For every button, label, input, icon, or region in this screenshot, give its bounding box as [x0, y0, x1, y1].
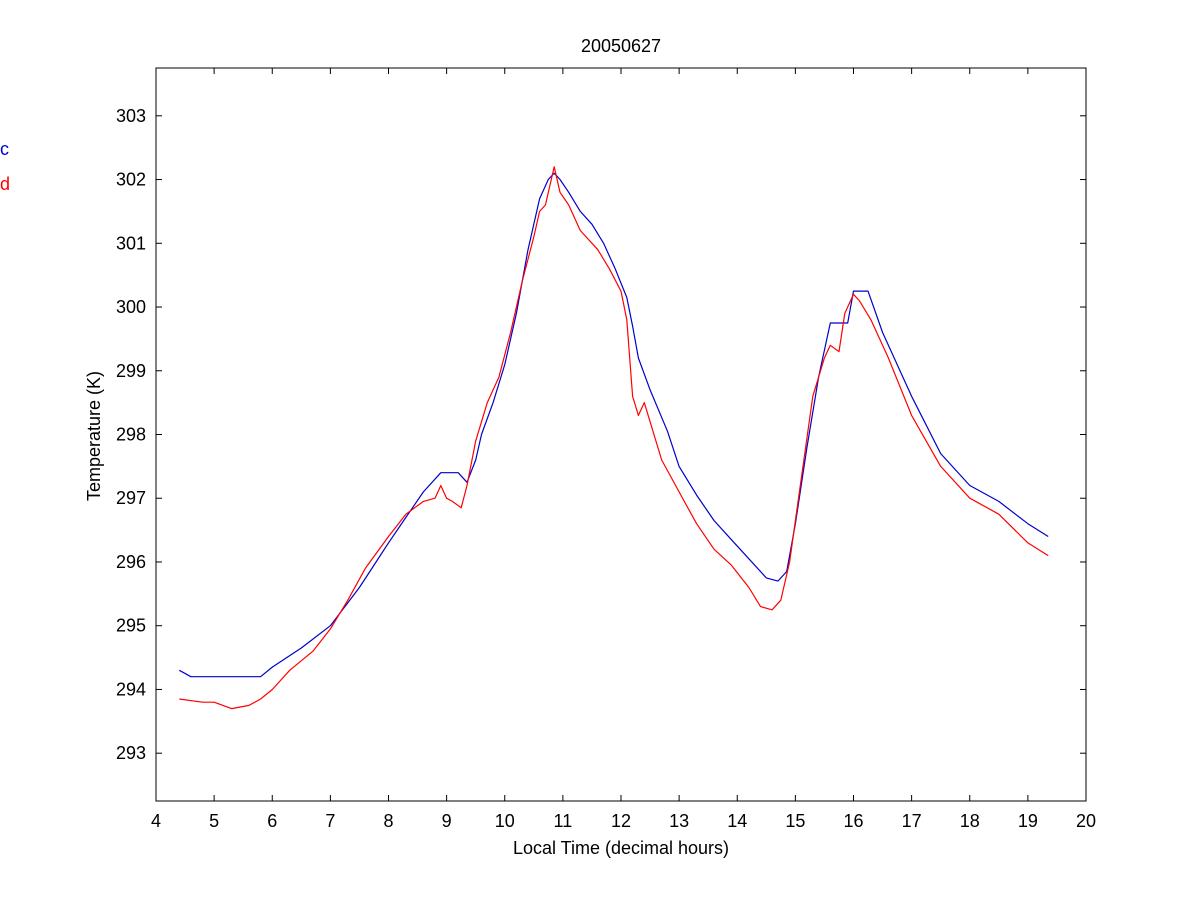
y-tick-label: 297 — [116, 488, 146, 508]
x-tick-label: 17 — [902, 811, 922, 831]
x-axis-label: Local Time (decimal hours) — [513, 838, 729, 858]
x-tick-label: 20 — [1076, 811, 1096, 831]
x-tick-label: 7 — [325, 811, 335, 831]
x-tick-label: 14 — [727, 811, 747, 831]
chart-title: 20050627 — [581, 36, 661, 56]
series-line-c — [179, 172, 1049, 678]
y-tick-label: 298 — [116, 425, 146, 445]
y-tick-label: 302 — [116, 170, 146, 190]
x-tick-label: 5 — [209, 811, 219, 831]
x-tick-label: 13 — [669, 811, 689, 831]
y-tick-label: 300 — [116, 297, 146, 317]
plot-area-frame — [155, 67, 1087, 802]
x-tick-label: 4 — [151, 811, 161, 831]
y-tick-label: 294 — [116, 679, 146, 699]
x-tick-label: 6 — [267, 811, 277, 831]
axis-ticks — [155, 68, 1087, 801]
x-tick-label: 19 — [1018, 811, 1038, 831]
legend-entry-d: d — [0, 175, 10, 193]
x-tick-label: 12 — [611, 811, 631, 831]
y-tick-label: 299 — [116, 361, 146, 381]
x-tick-label: 8 — [383, 811, 393, 831]
axis-tick-labels: 4 5 6 7 8 9 10 11 12 13 14 15 16 17 18 19 20 293 294 295 296… — [116, 106, 1096, 831]
y-tick-label: 296 — [116, 552, 146, 572]
x-tick-label: 18 — [960, 811, 980, 831]
x-tick-label: 16 — [843, 811, 863, 831]
series-line-d — [179, 166, 1049, 710]
series-lines — [179, 166, 1049, 710]
x-tick-label: 15 — [785, 811, 805, 831]
y-tick-label: 301 — [116, 233, 146, 253]
legend-entry-c: c — [0, 140, 9, 158]
legend-label-c: c — [0, 139, 9, 159]
x-tick-label: 10 — [495, 811, 515, 831]
y-axis-label: Temperature (K) — [84, 371, 104, 501]
x-tick-label: 9 — [442, 811, 452, 831]
legend-label-d: d — [0, 174, 11, 194]
y-tick-label: 293 — [116, 743, 146, 763]
y-tick-label: 303 — [116, 106, 146, 126]
x-tick-label: 11 — [554, 811, 573, 831]
y-tick-label: 295 — [116, 616, 146, 636]
